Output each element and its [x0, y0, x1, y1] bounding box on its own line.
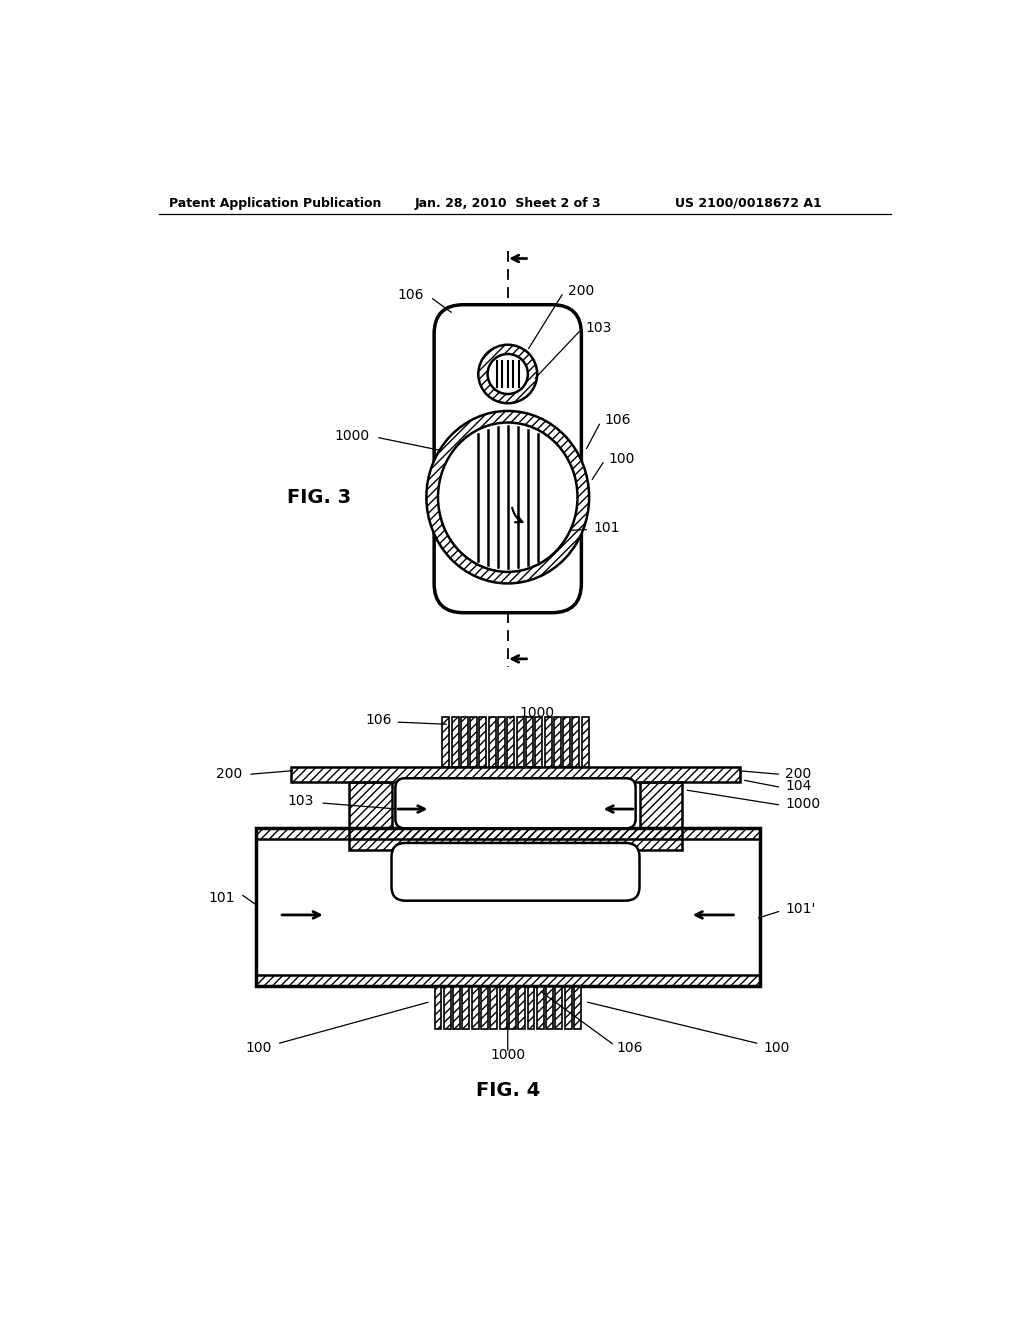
Text: 104: 104: [785, 779, 812, 793]
Bar: [452, 717, 459, 767]
Text: 1000: 1000: [785, 797, 820, 810]
Text: 106: 106: [397, 289, 424, 302]
Bar: [443, 986, 451, 1028]
Bar: [490, 986, 498, 1028]
FancyBboxPatch shape: [391, 843, 640, 900]
Bar: [545, 717, 552, 767]
Text: 200: 200: [568, 284, 595, 298]
Text: US 2100/0018672 A1: US 2100/0018672 A1: [675, 197, 821, 210]
Bar: [256, 975, 760, 986]
Text: Jan. 28, 2010  Sheet 2 of 3: Jan. 28, 2010 Sheet 2 of 3: [415, 197, 601, 210]
Bar: [256, 829, 760, 840]
Bar: [453, 986, 460, 1028]
Circle shape: [487, 354, 528, 393]
Bar: [536, 717, 543, 767]
Bar: [349, 829, 682, 850]
Bar: [472, 986, 478, 1028]
Ellipse shape: [426, 411, 589, 583]
Bar: [526, 717, 532, 767]
Bar: [518, 986, 525, 1028]
Bar: [640, 781, 682, 829]
Bar: [256, 829, 760, 840]
Text: 106: 106: [616, 1040, 643, 1055]
Bar: [498, 717, 505, 767]
Text: 100: 100: [245, 1040, 271, 1055]
Text: 1000: 1000: [519, 706, 555, 719]
Bar: [349, 781, 391, 829]
Bar: [517, 717, 523, 767]
Bar: [582, 717, 589, 767]
Bar: [554, 717, 561, 767]
Text: 200: 200: [785, 767, 811, 781]
Bar: [256, 975, 760, 986]
Text: 103: 103: [288, 795, 314, 808]
Bar: [479, 717, 486, 767]
Bar: [256, 829, 760, 986]
Text: 1000: 1000: [335, 429, 370, 442]
Bar: [463, 986, 469, 1028]
Bar: [481, 986, 488, 1028]
Bar: [564, 986, 571, 1028]
Text: Patent Application Publication: Patent Application Publication: [169, 197, 381, 210]
Text: FIG. 4: FIG. 4: [475, 1081, 540, 1100]
Bar: [488, 717, 496, 767]
Bar: [291, 767, 740, 781]
Bar: [537, 986, 544, 1028]
Bar: [563, 717, 570, 767]
Bar: [434, 986, 441, 1028]
Ellipse shape: [438, 422, 578, 572]
Text: FIG. 3: FIG. 3: [287, 487, 351, 507]
Text: 1000: 1000: [490, 1048, 525, 1063]
Bar: [572, 717, 580, 767]
Bar: [527, 986, 535, 1028]
Text: 100: 100: [608, 451, 635, 466]
Text: 103: 103: [586, 321, 611, 335]
Text: 101: 101: [593, 521, 620, 535]
Bar: [574, 986, 581, 1028]
Bar: [461, 717, 468, 767]
Bar: [500, 986, 507, 1028]
Bar: [509, 986, 516, 1028]
Bar: [640, 781, 682, 829]
Bar: [555, 986, 562, 1028]
FancyBboxPatch shape: [434, 305, 582, 612]
Bar: [349, 781, 391, 829]
Bar: [442, 717, 450, 767]
Text: 106: 106: [365, 714, 391, 727]
Circle shape: [478, 345, 538, 404]
Text: 106: 106: [604, 413, 631, 428]
Bar: [470, 717, 477, 767]
Bar: [507, 717, 514, 767]
Text: 101: 101: [209, 891, 234, 904]
Bar: [349, 829, 682, 850]
Text: 100: 100: [764, 1040, 790, 1055]
Text: 200: 200: [216, 767, 243, 781]
Bar: [546, 986, 553, 1028]
Text: 101': 101': [785, 902, 815, 916]
FancyBboxPatch shape: [395, 779, 636, 829]
Bar: [291, 767, 740, 781]
